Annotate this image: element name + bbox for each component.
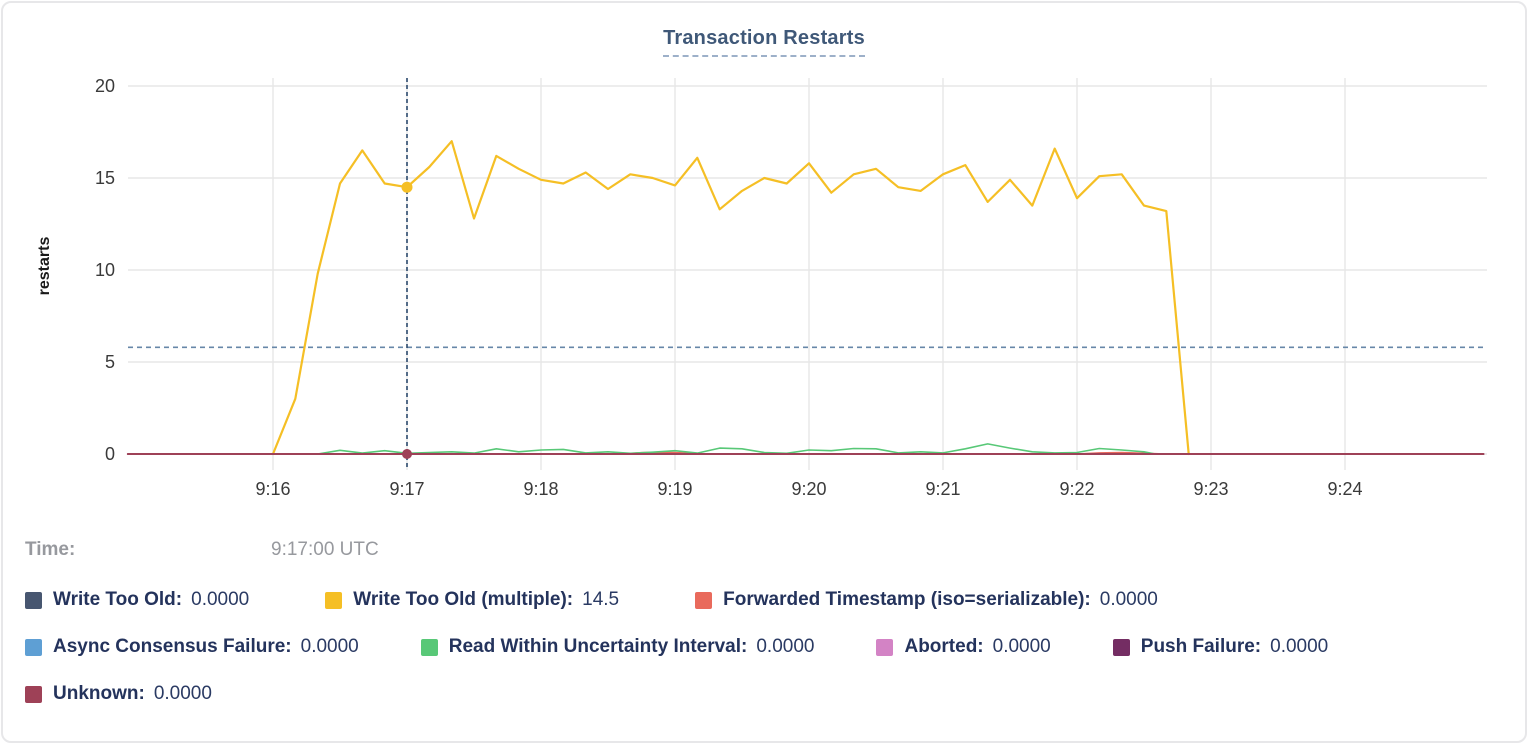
time-label: Time: — [25, 539, 76, 560]
legend-value: 0.0000 — [300, 636, 359, 657]
y-tick-label: 5 — [105, 352, 115, 372]
legend-swatch-push-failure — [1112, 638, 1130, 656]
legend-value: 0.0000 — [153, 683, 212, 704]
legend-value: 0.0000 — [1270, 636, 1329, 657]
chart-title[interactable]: Transaction Restarts — [663, 27, 865, 57]
series-lines — [126, 140, 1485, 456]
v-gridlines — [272, 78, 1346, 470]
x-tick-label: 9:16 — [255, 479, 290, 499]
legend-value: 0.0000 — [992, 636, 1051, 657]
legend-label: Async Consensus Failure: — [53, 636, 292, 657]
legend-item-forwarded-timestamp[interactable]: Forwarded Timestamp (iso=serializable): … — [695, 589, 1158, 611]
legend-item-write-too-old[interactable]: Write Too Old: 0.0000 — [25, 589, 249, 611]
legend-row-1: Write Too Old: 0.0000 Write Too Old (mul… — [25, 589, 1158, 611]
y-tick-label: 20 — [95, 76, 115, 96]
legend-value: 0.0000 — [1099, 589, 1158, 610]
x-tick-label: 9:17 — [389, 479, 424, 499]
legend-swatch-write-too-old-multiple — [325, 591, 343, 609]
legend-label: Write Too Old (multiple): — [353, 589, 574, 610]
x-tick-label: 9:20 — [791, 479, 826, 499]
legend-label: Read Within Uncertainty Interval: — [448, 636, 748, 657]
y-axis-tick-labels: 0 5 10 15 20 — [95, 76, 115, 464]
x-tick-label: 9:24 — [1327, 479, 1362, 499]
chart-header: Transaction Restarts — [3, 27, 1525, 57]
x-tick-label: 9:23 — [1193, 479, 1228, 499]
legend-value: 0.0000 — [756, 636, 815, 657]
x-tick-label: 9:19 — [657, 479, 692, 499]
transaction-restarts-chart[interactable]: 0 5 10 15 20 9:16 9:17 9:18 9:19 9:20 9:21 9:22 9:23… — [3, 63, 1527, 515]
y-tick-label: 15 — [95, 168, 115, 188]
x-tick-label: 9:22 — [1059, 479, 1094, 499]
hover-marker-write-too-old-multiple — [401, 181, 413, 193]
legend-label: Push Failure: — [1140, 636, 1262, 657]
x-tick-label: 9:21 — [925, 479, 960, 499]
legend-row-2: Async Consensus Failure: 0.0000 Read Wit… — [25, 636, 1328, 658]
legend-item-read-within-uncertainty-interval[interactable]: Read Within Uncertainty Interval: 0.0000 — [420, 636, 815, 658]
legend-item-aborted[interactable]: Aborted: 0.0000 — [876, 636, 1051, 658]
legend-label: Unknown: — [53, 683, 145, 704]
legend-label: Forwarded Timestamp (iso=serializable): — [723, 589, 1091, 610]
y-axis-title: restarts — [36, 237, 53, 296]
legend-swatch-forwarded-timestamp — [695, 591, 713, 609]
legend-item-async-consensus-failure[interactable]: Async Consensus Failure: 0.0000 — [25, 636, 359, 658]
time-value: 9:17:00 UTC — [271, 539, 379, 560]
legend-item-write-too-old-multiple[interactable]: Write Too Old (multiple): 14.5 — [325, 589, 619, 611]
legend-value: 14.5 — [582, 589, 620, 610]
legend-swatch-write-too-old — [25, 591, 42, 609]
hover-time-row: Time: 9:17:00 UTC — [25, 539, 379, 561]
legend-swatch-unknown — [25, 685, 42, 703]
legend-swatch-aborted — [876, 638, 894, 656]
x-tick-label: 9:18 — [523, 479, 558, 499]
series-read-within-uncertainty-interval — [316, 443, 1156, 455]
h-gridlines — [128, 85, 1487, 455]
y-tick-label: 0 — [105, 444, 115, 464]
legend-item-unknown[interactable]: Unknown: 0.0000 — [25, 683, 212, 705]
legend-item-push-failure[interactable]: Push Failure: 0.0000 — [1112, 636, 1329, 658]
x-axis-tick-labels: 9:16 9:17 9:18 9:19 9:20 9:21 9:22 9:23 9:24 — [255, 479, 1362, 499]
legend-label: Write Too Old: — [53, 589, 183, 610]
legend-swatch-async-consensus-failure — [25, 638, 42, 656]
series-write-too-old-multiple — [271, 140, 1190, 456]
legend-value: 0.0000 — [191, 589, 250, 610]
y-tick-label: 10 — [95, 260, 115, 280]
hover-markers — [401, 181, 413, 459]
hover-marker-unknown — [402, 449, 412, 459]
legend-swatch-read-within-uncertainty-interval — [420, 638, 438, 656]
legend-row-3: Unknown: 0.0000 — [25, 683, 212, 705]
legend-label: Aborted: — [904, 636, 984, 657]
